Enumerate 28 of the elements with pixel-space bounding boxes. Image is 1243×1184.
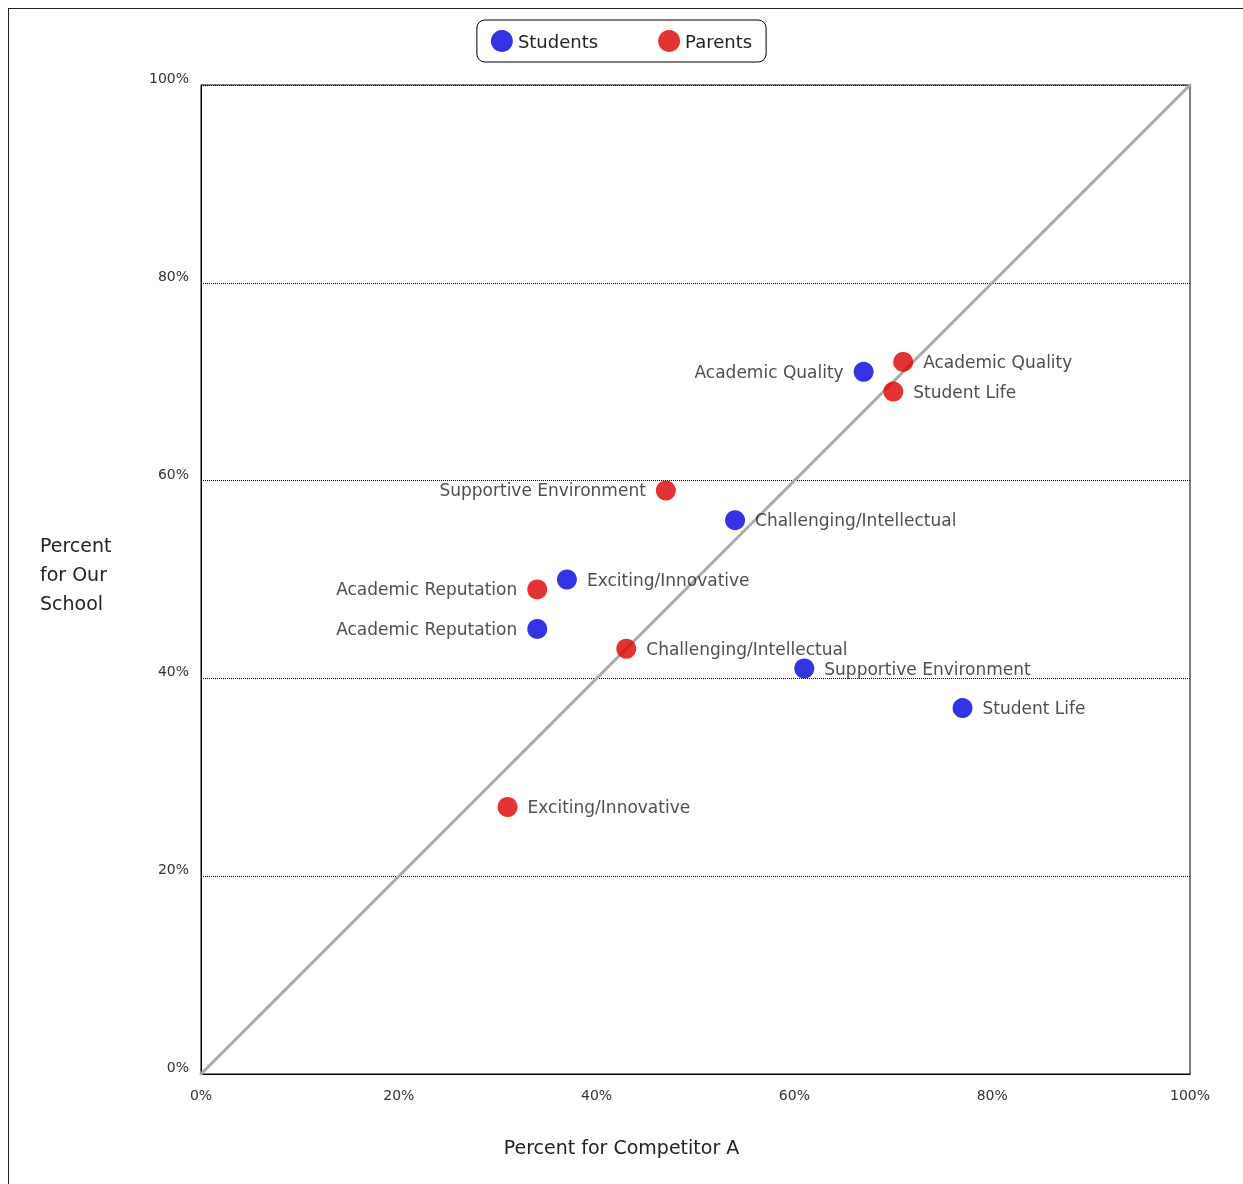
data-label: Academic Reputation: [336, 579, 518, 600]
y-tick-label: 60%: [157, 465, 189, 482]
x-tick-label: 40%: [581, 1087, 613, 1103]
data-label: Academic Quality: [923, 351, 1073, 372]
data-label: Supportive Environment: [824, 658, 1032, 679]
x-tick-label: 0%: [189, 1087, 213, 1103]
x-tick-label: 100%: [1169, 1087, 1211, 1103]
legend-label: Parents: [685, 30, 753, 52]
data-label: Academic Quality: [694, 361, 844, 382]
data-label: Challenging/Intellectual: [646, 638, 848, 659]
y-tick-label: 20%: [157, 861, 189, 878]
x-tick-label: 80%: [976, 1087, 1008, 1103]
legend-label: Students: [517, 30, 599, 52]
x-tick-label: 60%: [778, 1087, 810, 1103]
y-tick-label: 40%: [157, 663, 189, 680]
x-tick-label: 20%: [383, 1087, 415, 1103]
data-label: Supportive Environment: [439, 480, 647, 501]
x-axis-title: Percent for Competitor A: [503, 1135, 740, 1158]
data-label: Challenging/Intellectual: [755, 510, 957, 531]
data-label: Student Life: [982, 698, 1086, 719]
y-axis-title: Percent for Our School: [40, 533, 112, 614]
data-label: Exciting/Innovative: [586, 569, 750, 590]
y-tick-label: 0%: [166, 1059, 189, 1075]
y-tick-label: 100%: [148, 70, 189, 86]
data-label: Student Life: [913, 381, 1017, 402]
y-tick-label: 80%: [157, 267, 189, 284]
data-label: Exciting/Innovative: [527, 796, 691, 817]
data-label: Academic Reputation: [336, 618, 518, 639]
